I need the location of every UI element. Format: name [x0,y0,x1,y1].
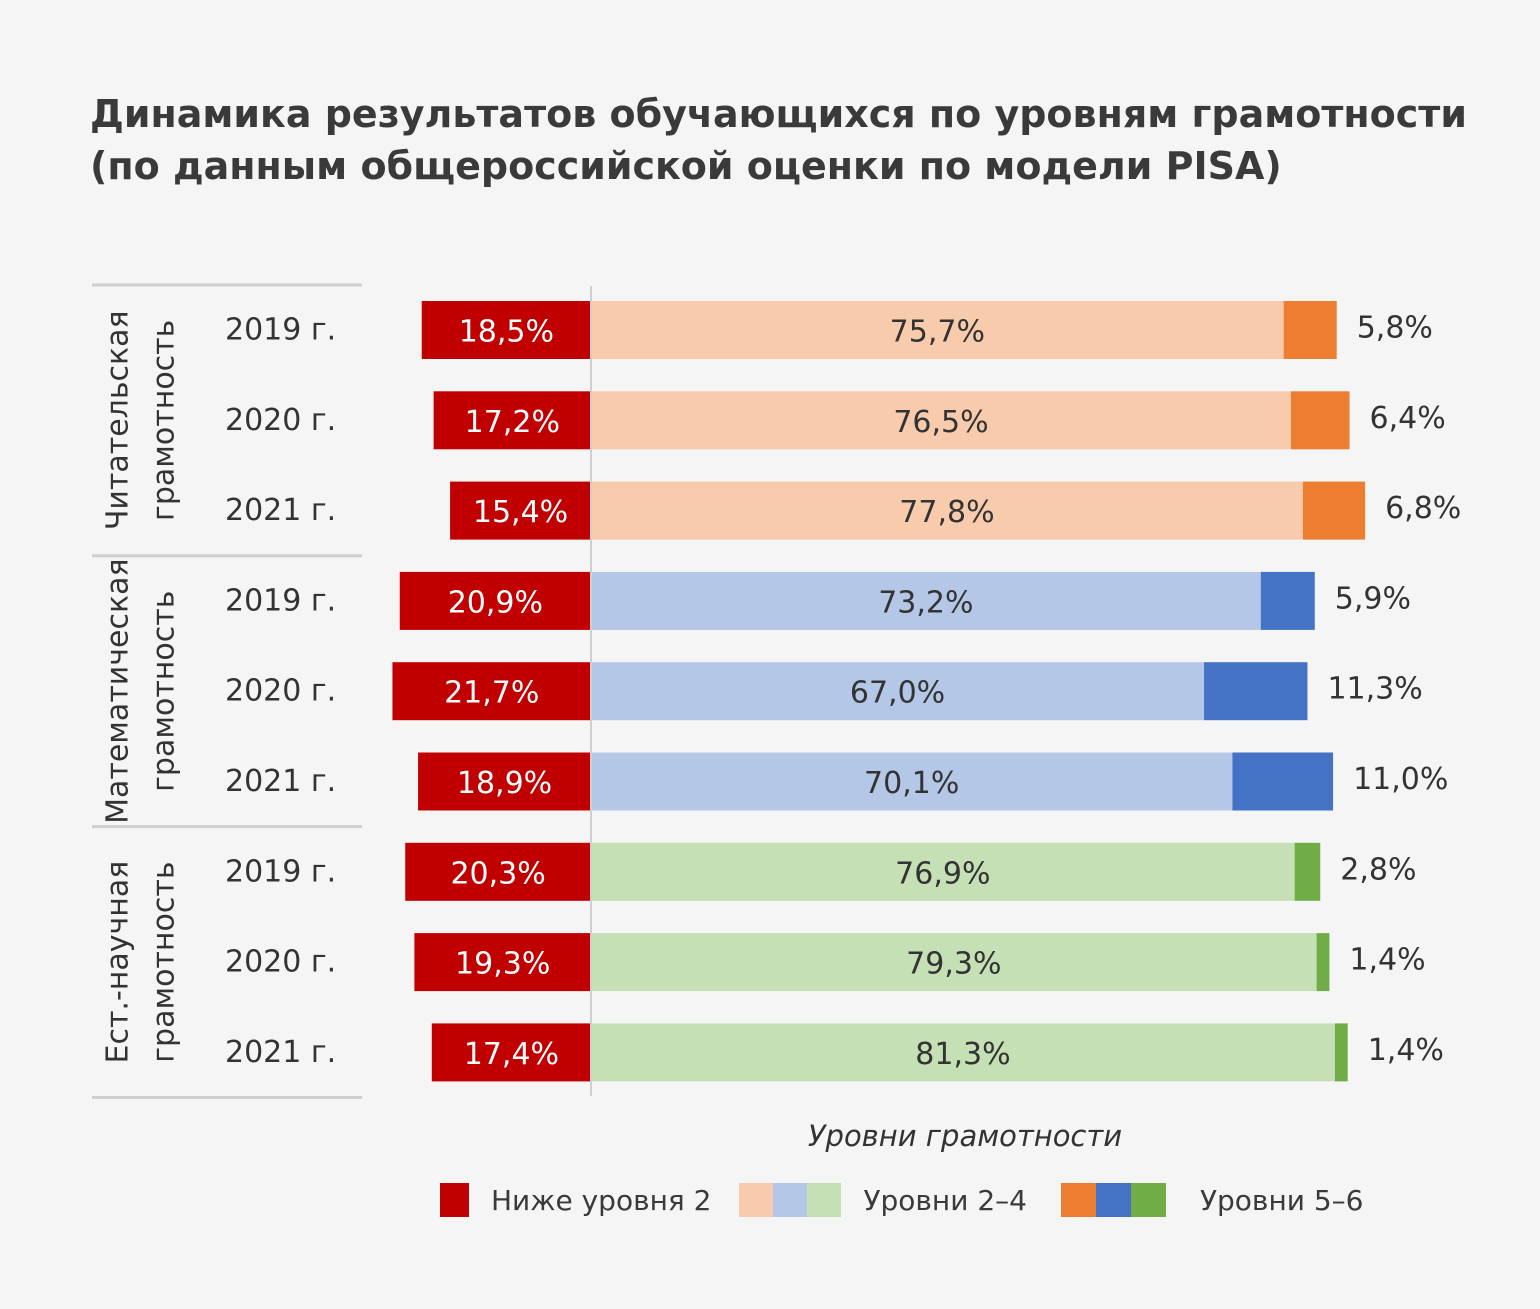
legend-swatch-below [440,1183,469,1217]
data-label-mid: 76,5% [893,405,988,440]
data-label-mid: 79,3% [906,947,1001,982]
legend-item-mid: Уровни 2–4 [739,1183,1027,1217]
legend-label-mid: Уровни 2–4 [863,1183,1027,1217]
year-label: 2020 г. [225,403,336,438]
data-label-below: 19,3% [455,947,550,982]
bar-levels-2-4 [591,571,1261,630]
data-label-high: 5,8% [1357,311,1433,346]
data-label-high: 1,4% [1349,943,1425,978]
bar-levels-5-6 [1260,571,1315,630]
data-label-high: 1,4% [1368,1033,1444,1068]
legend-swatch-group-mid [739,1183,842,1217]
year-label: 2021 г. [225,764,336,799]
data-label-below: 18,9% [457,766,552,801]
bar-levels-5-6 [1283,301,1337,359]
data-label-below: 20,3% [450,856,545,891]
group-label-line2: грамотность [147,861,182,1062]
bar-levels-5-6 [1232,752,1334,811]
legend-label-high: Уровни 5–6 [1199,1183,1364,1217]
bar-below-level-2 [414,933,591,992]
data-label-high: 2,8% [1340,852,1416,887]
data-label-high: 11,0% [1353,762,1448,797]
group-label-line1: Математическая [101,558,136,823]
bar-below-level-2 [405,842,591,901]
data-label-below: 17,4% [464,1037,559,1072]
year-label: 2020 г. [225,945,336,980]
year-label: 2019 г. [225,583,336,618]
bar-below-level-2 [421,301,591,359]
data-label-mid: 81,3% [915,1037,1010,1072]
data-label-mid: 73,2% [878,585,973,620]
chart-title-line2: (по данным общероссийской оценки по моде… [90,144,1282,188]
data-label-mid: 67,0% [850,676,945,711]
bar-below-level-2 [431,1023,591,1082]
data-label-mid: 77,8% [899,495,994,530]
bar-levels-2-4 [591,842,1295,901]
data-label-high: 6,4% [1370,401,1446,436]
legend-item-below: Ниже уровня 2 [440,1183,711,1217]
legend-label-below: Ниже уровня 2 [491,1183,712,1217]
year-label: 2019 г. [225,854,336,889]
chart-title: Динамика результатов обучающихся по уров… [90,88,1490,192]
bar-levels-2-4 [591,933,1317,992]
data-label-high: 6,8% [1385,491,1461,526]
legend-swatch-group-high [1060,1183,1166,1217]
legend-item-high: Уровни 5–6 [1060,1183,1364,1217]
bar-levels-2-4 [591,1023,1335,1082]
year-label: 2019 г. [225,313,336,348]
data-label-below: 15,4% [473,495,568,530]
bar-below-level-2 [433,391,591,450]
data-label-below: 18,5% [459,315,554,350]
bar-below-level-2 [399,571,591,630]
legend-swatch-high-reading [1060,1183,1096,1217]
bar-levels-5-6 [1294,842,1321,901]
data-label-below: 21,7% [444,676,539,711]
data-label-mid: 76,9% [895,856,990,891]
legend-swatch-mid-reading [739,1183,774,1217]
bar-levels-5-6 [1334,1023,1348,1082]
data-label-high: 5,9% [1335,581,1411,616]
group-label-line2: грамотность [147,591,182,792]
bar-levels-2-4 [591,481,1303,540]
x-axis-label: Уровни грамотности [808,1119,1122,1153]
bar-levels-5-6 [1290,391,1350,450]
data-label-below: 20,9% [448,585,543,620]
data-label-high: 11,3% [1327,672,1422,707]
bar-levels-5-6 [1316,933,1330,992]
bar-levels-5-6 [1204,662,1308,721]
legend-swatch-mid-science [807,1183,842,1217]
year-label: 2020 г. [225,674,336,709]
data-label-below: 17,2% [465,405,560,440]
chart-title-line1: Динамика результатов обучающихся по уров… [90,92,1467,136]
bar-below-level-2 [418,752,591,811]
legend: Ниже уровня 2 Уровни 2–4 Уровни 5–6 [440,1180,1363,1220]
bar-levels-2-4 [591,391,1291,450]
data-label-mid: 75,7% [890,315,985,350]
group-label-line2: грамотность [147,320,182,521]
group-label-line1: Читательская [101,310,136,530]
legend-swatch-high-science [1130,1183,1166,1217]
year-label: 2021 г. [225,493,336,528]
group-label-line1: Ест.-научная [101,861,136,1064]
data-label-mid: 70,1% [864,766,959,801]
bar-below-level-2 [392,662,591,721]
legend-swatch-mid-math [773,1183,808,1217]
year-label: 2021 г. [225,1035,336,1070]
bar-levels-2-4 [591,752,1233,811]
legend-swatch-high-math [1095,1183,1131,1217]
bar-below-level-2 [450,481,591,540]
bar-levels-5-6 [1302,481,1366,540]
bar-levels-2-4 [591,301,1284,359]
bar-levels-2-4 [591,662,1205,721]
